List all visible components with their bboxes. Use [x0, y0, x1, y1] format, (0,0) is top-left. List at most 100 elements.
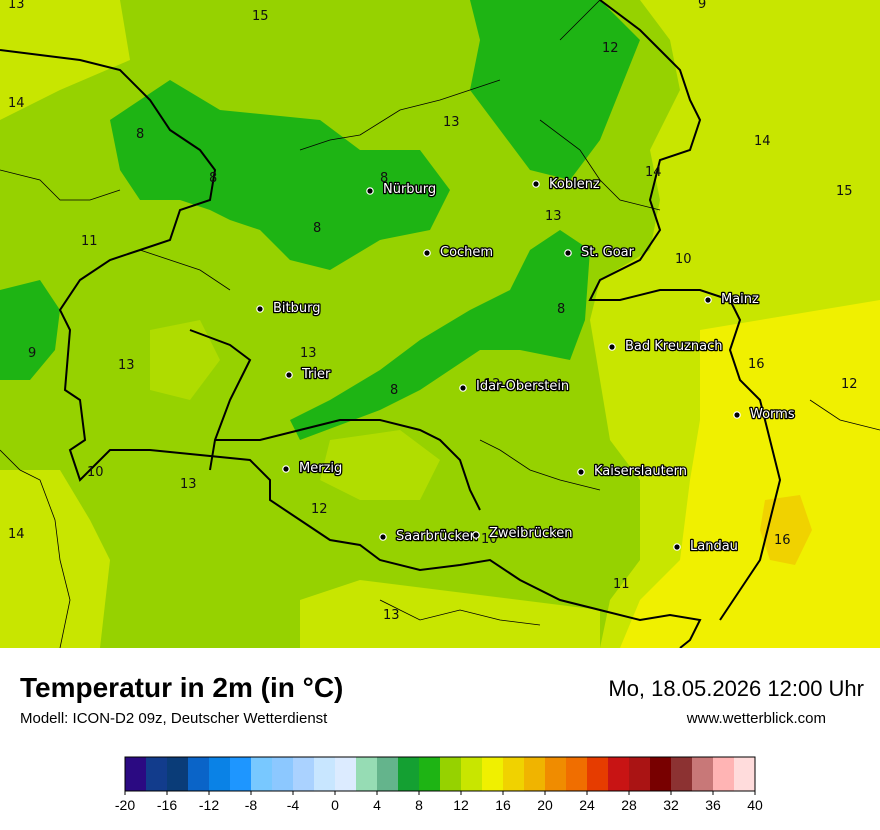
city-label: Trier — [301, 367, 331, 382]
isoline-label: 13 — [443, 115, 460, 130]
mid-patch-2 — [150, 320, 220, 400]
legend-swatches — [125, 757, 756, 791]
city-dot — [733, 411, 741, 419]
city-dot — [423, 249, 431, 257]
legend-tick-label: 40 — [747, 797, 763, 813]
city-label: Kaiserslautern — [594, 464, 687, 479]
city-label: Nürburg — [383, 182, 436, 197]
isoline-label: 8 — [390, 383, 398, 398]
city-dot — [673, 543, 681, 551]
isoline-label: 8 — [557, 302, 565, 317]
city-dot — [472, 531, 480, 539]
isoline-label: 12 — [311, 502, 328, 517]
isoline-label: 12 — [841, 377, 858, 392]
warm-zone-south — [0, 470, 110, 648]
legend-tick-label: 0 — [331, 797, 339, 813]
legend-swatch — [671, 757, 693, 791]
isoline-label: 13 — [180, 477, 197, 492]
isoline-label: 13 — [300, 346, 317, 361]
legend-swatch — [146, 757, 168, 791]
city-label: Koblenz — [549, 177, 600, 192]
legend-swatch — [440, 757, 462, 791]
forecast-datetime: Mo, 18.05.2026 12:00 Uhr — [608, 676, 864, 701]
legend-tick-label: -4 — [287, 797, 300, 813]
legend-swatch — [125, 757, 147, 791]
legend-swatch — [713, 757, 735, 791]
isoline-label: 14 — [8, 96, 25, 111]
isoline-label: 12 — [602, 41, 619, 56]
cool-core-north — [470, 0, 640, 180]
legend-ticks: -20 -16 -12 -8 -4 0 4 8 12 16 20 24 28 32 36 40 — [115, 791, 763, 813]
borders — [0, 0, 782, 648]
isoline-labels: 13 15 9 12 14 8 13 8 8 14 14 15 13 8 11 10 8 9 13 16 12 8 12 13… — [8, 0, 858, 623]
legend-swatch — [524, 757, 546, 791]
isoline-label: 8 — [380, 171, 388, 186]
city-label: Saarbrücken — [396, 529, 478, 544]
district-lines — [0, 0, 880, 648]
legend-swatch — [587, 757, 609, 791]
city-dot — [704, 296, 712, 304]
legend-tick-label: 32 — [663, 797, 679, 813]
legend-swatch — [734, 757, 756, 791]
isoline-label: 14 — [754, 134, 771, 149]
legend-swatch — [629, 757, 651, 791]
legend-swatch — [419, 757, 441, 791]
isoline-label: 8 — [209, 171, 217, 186]
isoline-label: 16 — [748, 357, 765, 372]
isoline-label: 8 — [136, 127, 144, 142]
city-dot — [459, 384, 467, 392]
website-link[interactable]: www.wetterblick.com — [686, 710, 826, 727]
cool-core-west — [0, 280, 60, 380]
city-label: Mainz — [721, 292, 759, 307]
isoline-label: 13 — [8, 0, 25, 12]
legend-swatch — [650, 757, 672, 791]
city-dot — [532, 180, 540, 188]
temperature-map: 13 15 9 12 14 8 13 8 8 14 14 15 13 8 11 10 8 9 13 16 12 8 12 13… — [0, 0, 880, 648]
isoline-label: 9 — [28, 346, 36, 361]
isoline-label: 13 — [545, 209, 562, 224]
isoline-label: 10 — [481, 532, 498, 547]
isoline-label: 9 — [698, 0, 706, 12]
city-label: Cochem — [440, 245, 493, 260]
legend-tick-label: 24 — [579, 797, 595, 813]
isoline-label: 8 — [313, 221, 321, 236]
isoline-label: 13 — [383, 608, 400, 623]
isoline-label: 14 — [645, 165, 662, 180]
warm-zone-south-mid — [300, 580, 600, 648]
city-dot — [282, 465, 290, 473]
city-label: Bitburg — [273, 301, 321, 316]
city-label: Zweibrücken — [489, 526, 572, 541]
city-dot — [608, 343, 616, 351]
legend-swatch — [398, 757, 420, 791]
map-canvas: 13 15 9 12 14 8 13 8 8 14 14 15 13 8 11 10 8 9 13 16 12 8 12 13… — [0, 0, 880, 648]
legend-swatch — [167, 757, 189, 791]
legend-swatch — [566, 757, 588, 791]
mid-patch-1 — [320, 430, 440, 500]
isoline-label: 14 — [8, 527, 25, 542]
legend-swatch — [188, 757, 210, 791]
isoline-label: 10 — [87, 465, 104, 480]
isoline-label: 11 — [81, 234, 98, 249]
legend-swatch — [461, 757, 483, 791]
legend-swatch — [251, 757, 273, 791]
legend-swatch — [692, 757, 714, 791]
city-dot — [379, 533, 387, 541]
legend-swatch — [293, 757, 315, 791]
legend-tick-label: -8 — [245, 797, 258, 813]
legend-swatch — [335, 757, 357, 791]
legend-tick-label: 12 — [453, 797, 469, 813]
isoline-label: 11 — [613, 577, 630, 592]
isoline-label: 15 — [252, 9, 269, 24]
legend-tick-label: 20 — [537, 797, 553, 813]
legend-border — [124, 756, 756, 792]
city-label: Bad Kreuznach — [625, 339, 723, 354]
cool-core-hunsrueck — [290, 230, 590, 440]
city-label: Landau — [690, 539, 738, 554]
legend-tick-label: -12 — [199, 797, 219, 813]
city-label: St. Goar — [581, 245, 635, 260]
city-dot — [577, 468, 585, 476]
legend-swatch — [209, 757, 231, 791]
isoline-label: 16 — [774, 533, 791, 548]
warm-zone-nw — [0, 0, 130, 120]
city-dot — [256, 305, 264, 313]
